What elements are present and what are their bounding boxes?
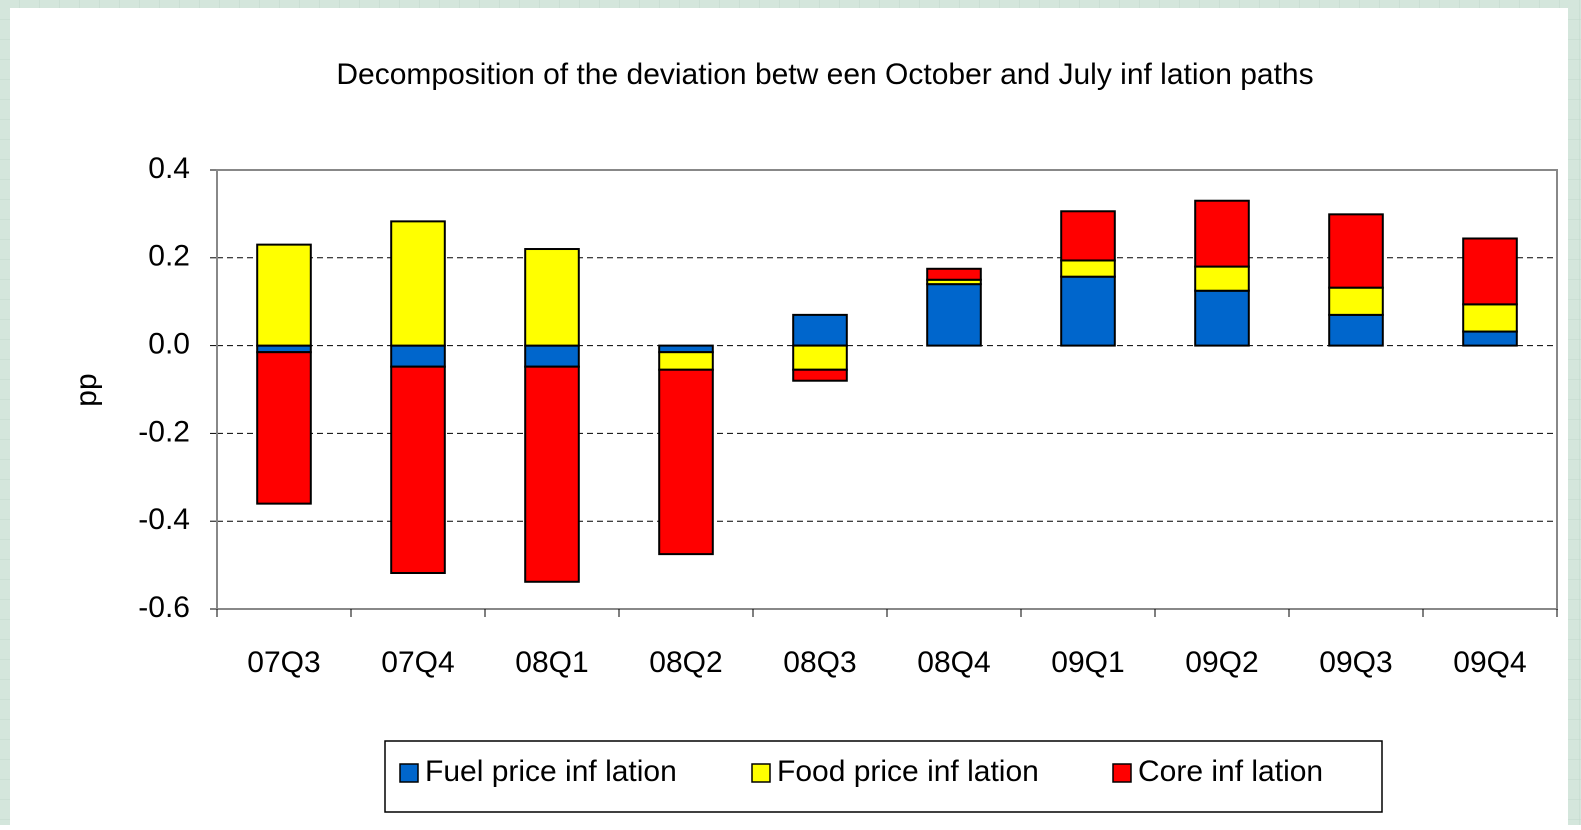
bar-segment	[1060, 259, 1116, 278]
x-tick-label: 09Q4	[1453, 646, 1526, 679]
bar-segment	[524, 365, 580, 583]
legend-label: Fuel price inf lation	[425, 755, 677, 788]
legend	[384, 740, 1383, 813]
x-tick-label: 08Q2	[649, 646, 722, 679]
panel	[10, 8, 1568, 825]
legend-swatch	[399, 763, 419, 783]
bar-segment	[926, 267, 982, 281]
y-tick-label: 0.0	[148, 328, 190, 361]
bar-segment	[256, 243, 312, 347]
legend-swatch	[751, 763, 771, 783]
y-tick-label: -0.2	[138, 415, 190, 448]
x-tick-label: 08Q4	[917, 646, 990, 679]
x-tick-label: 07Q3	[247, 646, 320, 679]
legend-swatch	[1112, 763, 1132, 783]
x-tick-label: 07Q4	[381, 646, 454, 679]
x-tick-label: 09Q3	[1319, 646, 1392, 679]
bar-segment	[658, 368, 714, 556]
bar-segment	[1194, 265, 1250, 292]
chart-title: Decomposition of the deviation betw een …	[336, 58, 1313, 91]
y-axis-label: pp	[70, 373, 103, 406]
bar-segment	[1462, 303, 1518, 333]
bar-segment	[1060, 275, 1116, 347]
bar-segment	[390, 220, 446, 347]
x-tick-label: 09Q2	[1185, 646, 1258, 679]
bar-segment	[1462, 237, 1518, 306]
bar-segment	[524, 248, 580, 347]
x-tick-label: 08Q3	[783, 646, 856, 679]
y-tick-label: -0.4	[138, 503, 190, 536]
bar-segment	[926, 283, 982, 347]
bar-segment	[390, 344, 446, 368]
bar-segment	[1328, 313, 1384, 347]
bar-segment	[792, 344, 848, 371]
x-tick-label: 09Q1	[1051, 646, 1124, 679]
bar-segment	[792, 313, 848, 347]
bar-segment	[1194, 289, 1250, 347]
bar-segment	[256, 351, 312, 505]
y-tick-label: 0.2	[148, 240, 190, 273]
legend-label: Core inf lation	[1138, 755, 1323, 788]
legend-label: Food price inf lation	[777, 755, 1039, 788]
bar-segment	[390, 365, 446, 575]
bar-segment	[1060, 210, 1116, 262]
bar-segment	[658, 351, 714, 371]
bar-segment	[792, 368, 848, 382]
y-tick-label: 0.4	[148, 152, 190, 185]
bar-segment	[524, 344, 580, 368]
bar-segment	[1328, 286, 1384, 316]
bar-segment	[1328, 213, 1384, 289]
bar-segment	[1194, 199, 1250, 268]
x-tick-label: 08Q1	[515, 646, 588, 679]
bar-segment	[1462, 330, 1518, 347]
y-tick-label: -0.6	[138, 591, 190, 624]
